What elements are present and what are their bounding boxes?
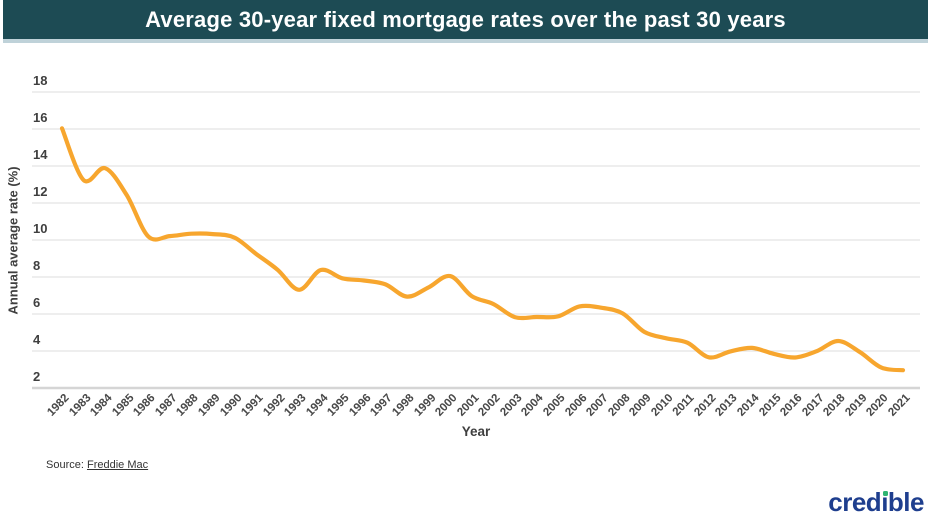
- x-axis-title: Year: [461, 424, 491, 439]
- y-axis-tick-label: 6: [33, 295, 41, 310]
- brand-text-post: ble: [887, 487, 925, 517]
- y-axis-title: Annual average rate (%): [5, 166, 21, 315]
- page-title: Average 30-year fixed mortgage rates ove…: [145, 6, 786, 32]
- y-axis-tick-label: 4: [33, 332, 41, 347]
- source-prefix: Source:: [46, 459, 84, 471]
- source-attribution: Source: Freddie Mac: [46, 459, 148, 471]
- y-axis-tick-label: 16: [33, 110, 48, 125]
- chart-title-bar: Average 30-year fixed mortgage rates ove…: [3, 0, 928, 43]
- y-axis-tick-label: 10: [33, 221, 48, 236]
- credible-logo: credıble: [828, 487, 924, 518]
- source-link[interactable]: Freddie Mac: [86, 459, 149, 471]
- y-axis-tick-label: 18: [33, 73, 48, 88]
- rate-line-series: [59, 126, 906, 373]
- y-axis-tick-label: 14: [33, 147, 48, 162]
- y-axis-tick-label: 2: [33, 369, 41, 384]
- y-axis-tick-label: 12: [33, 184, 48, 199]
- brand-i-green-dot: ı: [881, 487, 888, 517]
- brand-text-pre: cred: [828, 487, 882, 517]
- y-axis-tick-label: 8: [33, 258, 41, 273]
